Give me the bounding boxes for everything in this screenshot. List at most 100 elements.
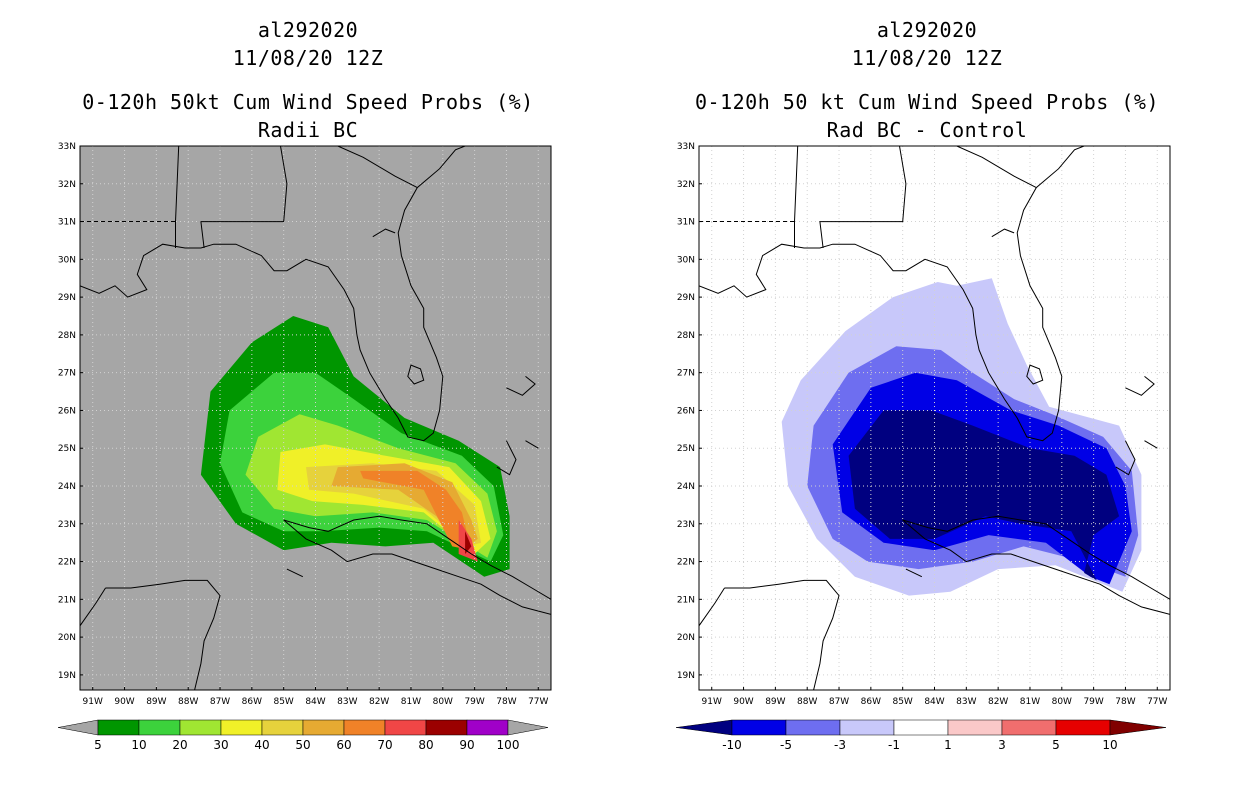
right-lon-tick-label: 79W [1083,697,1103,707]
coastline [699,146,1085,442]
coastline [699,587,725,627]
right-lat-tick-label: 30N [677,255,695,265]
right-lat-tick-label: 28N [677,331,695,341]
colorbar-tick-label: 80 [418,738,433,752]
right-lat-tick-label: 21N [677,595,695,605]
right-product-title: 0-120h 50 kt Cum Wind Speed Probs (%) [694,90,1160,114]
left-lat-tick-label: 31N [58,218,76,228]
left-lat-tick-label: 25N [58,444,76,454]
left-lon-tick-label: 82W [369,697,389,707]
colorbar-swatch [893,719,949,736]
colorbar-tick-label: 5 [1052,738,1060,752]
coastline [283,515,551,600]
coastline [80,587,106,627]
colorbar-tick-label: 40 [254,738,269,752]
right-lat-tick-label: 29N [677,293,695,303]
state-border [794,146,799,248]
right-storm-id: al292020 [876,18,978,42]
right-lon-tick-label: 84W [924,697,944,707]
colorbar-tick-label: 10 [1102,738,1117,752]
right-lon-tick-label: 82W [988,697,1008,707]
left-lat-tick-label: 20N [58,633,76,643]
left-lon-tick-label: 83W [337,697,357,707]
colorbar-swatch [261,719,304,736]
right-lon-tick-label: 80W [1052,697,1072,707]
left-subtitle: Radii BC [257,118,359,142]
colorbar-swatch [97,719,140,736]
colorbar-tick-label: 3 [998,738,1006,752]
colorbar-swatch [425,719,468,736]
state-border [200,146,288,249]
left-lat-tick-label: 29N [58,293,76,303]
left-lon-tick-label: 91W [83,697,103,707]
left-lat-tick-label: 23N [58,520,76,530]
left-lat-tick-label: 19N [58,671,76,681]
coastline [80,146,466,442]
state-border [337,146,418,189]
colorbar-swatch [384,719,427,736]
right-lat-tick-label: 33N [677,142,695,152]
colorbar-tick-label: -5 [780,738,792,752]
colorbar-tick-label: 100 [497,738,520,752]
left-contour-50 [331,463,478,551]
left-lon-tick-label: 87W [210,697,230,707]
state-border [372,228,396,238]
colorbar-tick-label: 60 [336,738,351,752]
right-lon-tick-label: 87W [829,697,849,707]
colorbar-tick-label: 20 [172,738,187,752]
right-map-panel: 33N 32N 31N 30N 29N 28N 27N 26N 25N 24N 23N 22N 21N 2… [675,142,1171,752]
left-colorbar: 5 10 20 30 40 50 60 70 80 90 100 [57,719,549,752]
left-lat-tick-label: 26N [58,406,76,416]
state-border [819,146,907,249]
left-storm-id: al292020 [257,18,359,42]
left-probability-field [200,316,510,577]
colorbar-under-arrow [57,719,99,736]
colorbar-tick-label: -1 [888,738,900,752]
colorbar-tick-label: 90 [459,738,474,752]
right-lat-tick-label: 32N [677,180,695,190]
colorbar-swatch [220,719,263,736]
left-lon-tick-label: 80W [433,697,453,707]
right-lat-tick-label: 25N [677,444,695,454]
left-lat-tick-label: 27N [58,369,76,379]
left-lon-tick-label: 81W [401,697,421,707]
state-border [991,228,1015,238]
colorbar-over-arrow [507,719,549,736]
colorbar-tick-label: 30 [213,738,228,752]
right-lon-tick-label: 91W [702,697,722,707]
colorbar-swatch [839,719,895,736]
colorbar-swatch [302,719,345,736]
right-lon-tick-label: 83W [956,697,976,707]
left-lat-tick-label: 24N [58,482,76,492]
left-coastlines [80,146,551,690]
colorbar-swatch [1055,719,1111,736]
left-product-title: 0-120h 50kt Cum Wind Speed Probs (%) [82,90,534,114]
coastline [905,568,923,578]
colorbar-swatch [785,719,841,736]
left-map-panel: 33N 32N 31N 30N 29N 28N 27N 26N 25N 24N 23N 22N 21N 2… [57,142,552,752]
left-lon-tick-label: 78W [496,697,516,707]
colorbar-swatch [179,719,222,736]
left-lon-tick-label: 85W [273,697,293,707]
left-contour-80 [465,531,472,554]
left-lon-tick-label: 88W [178,697,198,707]
right-lon-tick-label: 77W [1147,697,1167,707]
left-lat-tick-label: 33N [58,142,76,152]
right-lat-tick-label: 27N [677,369,695,379]
colorbar-tick-label: -3 [834,738,846,752]
left-lat-tick-label: 30N [58,255,76,265]
right-lat-tick-label: 24N [677,482,695,492]
colorbar-swatch [138,719,181,736]
right-lat-tick-label: 23N [677,520,695,530]
colorbar-tick-label: 5 [94,738,102,752]
right-lat-tick-label: 20N [677,633,695,643]
lake-okeechobee [407,364,425,385]
left-lon-tick-label: 84W [305,697,325,707]
colorbar-over-arrow [1109,719,1167,736]
right-datetime: 11/08/20 12Z [851,46,1003,70]
right-lat-tick-label: 31N [677,218,695,228]
left-lon-tick-label: 89W [146,697,166,707]
colorbar-tick-label: 10 [131,738,146,752]
right-lon-tick-label: 86W [861,697,881,707]
colorbar-tick-label: 1 [944,738,952,752]
